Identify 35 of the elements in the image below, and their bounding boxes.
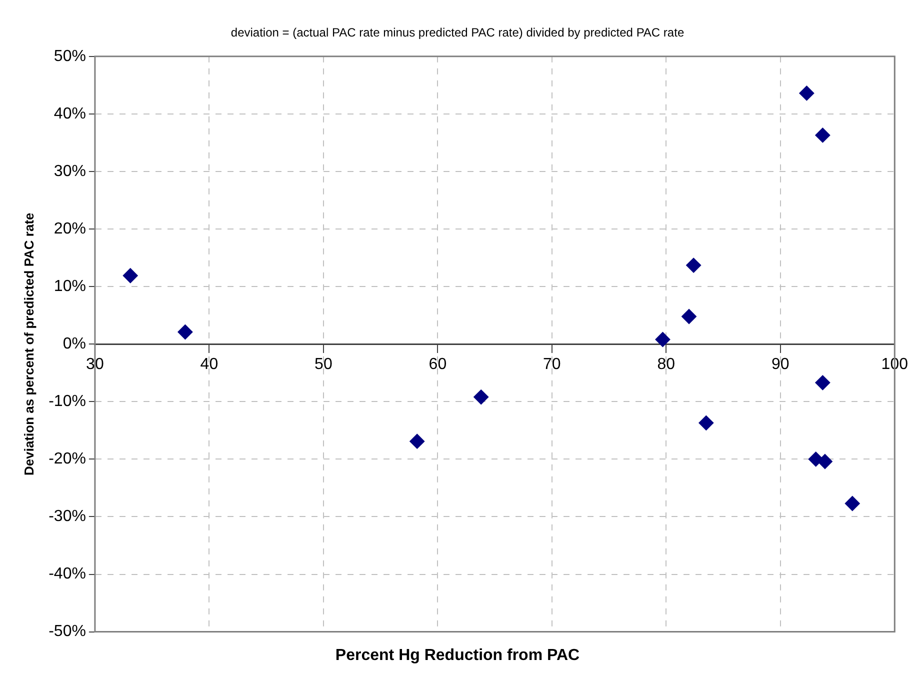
x-tick-label: 50 — [314, 356, 332, 374]
point — [817, 454, 832, 469]
y-tick-label: 40% — [54, 105, 86, 122]
point — [686, 258, 702, 273]
point — [122, 268, 138, 284]
x-axis-title: Percent Hg Reduction from PAC — [335, 646, 580, 664]
chart-title: deviation = (actual PAC rate minus predicted PAC rate) divided by predicted PAC rate — [230, 26, 684, 40]
x-tick-label: 40 — [200, 356, 218, 374]
point — [799, 86, 814, 101]
x-tick-label: 70 — [543, 356, 561, 374]
y-tick-label: -30% — [48, 508, 86, 526]
y-tick-label: 0% — [62, 336, 86, 353]
point — [410, 434, 425, 449]
x-tick-label: 100 — [881, 356, 908, 374]
point — [655, 332, 670, 347]
x-tick-label: 90 — [772, 356, 790, 374]
point — [815, 375, 830, 390]
point — [474, 390, 489, 405]
point — [698, 415, 714, 430]
y-axis-title: Deviation as percent of predicted PAC rate — [21, 212, 36, 476]
y-tick-label: 20% — [54, 220, 86, 238]
point — [815, 128, 830, 143]
y-tick-label: -20% — [48, 450, 86, 468]
y-tick-label: -10% — [48, 393, 86, 410]
y-tick-label: 50% — [54, 48, 86, 65]
x-tick-label: 30 — [86, 356, 104, 374]
point — [844, 496, 860, 511]
x-tick-label: 80 — [657, 356, 676, 374]
y-tick-label: 30% — [54, 162, 86, 180]
y-tick-label: -40% — [48, 566, 86, 583]
point — [178, 324, 193, 340]
y-tick-label: -50% — [48, 623, 86, 640]
x-tick-label: 60 — [428, 356, 447, 374]
y-tick-label: 10% — [54, 278, 86, 295]
point — [682, 308, 697, 324]
